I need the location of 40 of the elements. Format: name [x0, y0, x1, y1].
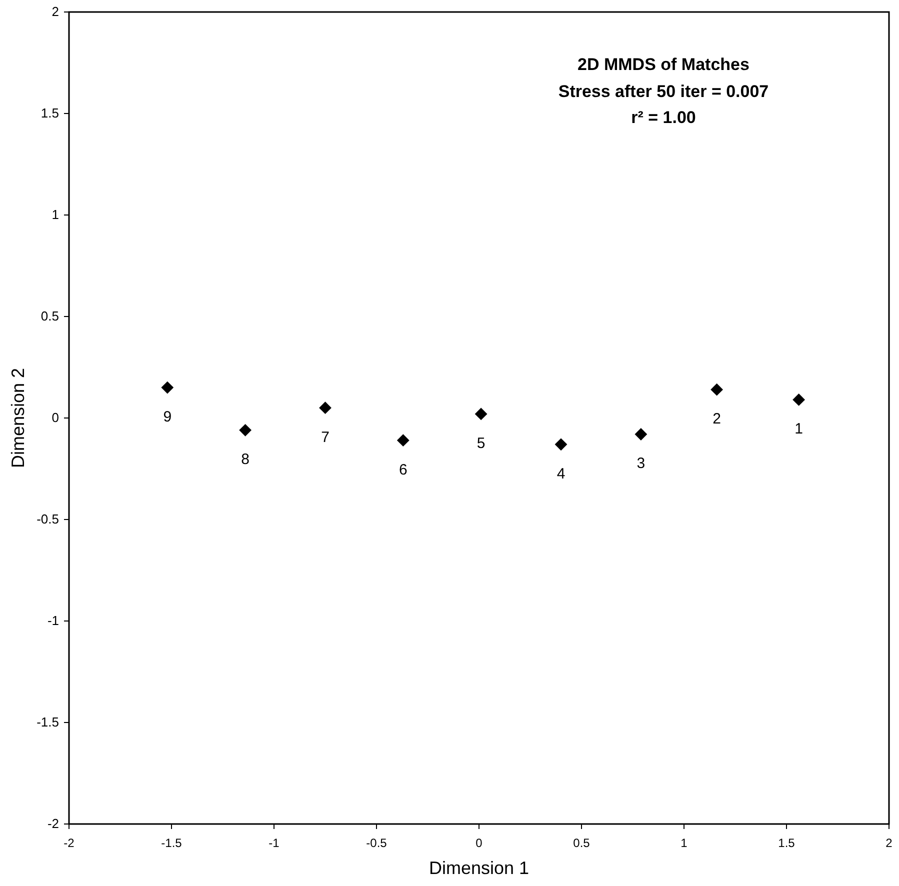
point — [554, 438, 568, 451]
annotation: 7 — [321, 428, 330, 446]
x-tick-label: 1.5 — [778, 836, 796, 850]
point — [710, 383, 723, 396]
point — [319, 402, 332, 414]
annotation: 3 — [636, 455, 646, 472]
text: Stress after 50 iter = 0.007 r² = 1.00 — [558, 82, 769, 127]
x-tick-label: 0.5 — [573, 836, 590, 850]
point — [161, 381, 174, 394]
point — [239, 424, 252, 436]
x-tick-label: -1 — [268, 836, 280, 850]
y-tick-label: -0.5 — [36, 512, 59, 526]
x-tick-label: -1.5 — [161, 836, 182, 850]
x-tick-label: 0 — [476, 836, 483, 850]
y-tick-label: 1 — [52, 207, 59, 222]
y-axis-title: Dimension 2 — [8, 368, 28, 468]
annotation: 8 — [241, 451, 250, 468]
annotation: 5 — [476, 434, 486, 452]
point — [396, 434, 410, 447]
annotation: 9 — [163, 408, 172, 426]
x-tick-label: -0.5 — [366, 836, 388, 850]
x-tick-label: -2 — [64, 836, 75, 850]
point — [634, 428, 648, 440]
annotation: 4 — [556, 465, 566, 482]
y-tick-label: 1.5 — [40, 106, 59, 120]
x-tick-label: 1 — [680, 836, 688, 850]
x-axis-title: Dimension 1 — [428, 858, 530, 878]
y-tick-label: -2 — [47, 816, 59, 831]
y-tick-label: 0 — [52, 410, 59, 425]
y-tick-label: 2 — [52, 4, 59, 19]
point — [792, 394, 805, 406]
y-tick-label: 0.5 — [40, 308, 59, 324]
annotation: 2 — [712, 410, 721, 428]
annotation: 1 — [794, 420, 803, 438]
point — [474, 408, 488, 420]
text: 2D MMDS of Matches — [578, 55, 750, 74]
x-tick-label: 2 — [886, 836, 893, 850]
annotation: 6 — [398, 461, 408, 478]
y-tick-label: -1 — [47, 613, 59, 628]
y-tick-label: -1.5 — [36, 714, 59, 730]
